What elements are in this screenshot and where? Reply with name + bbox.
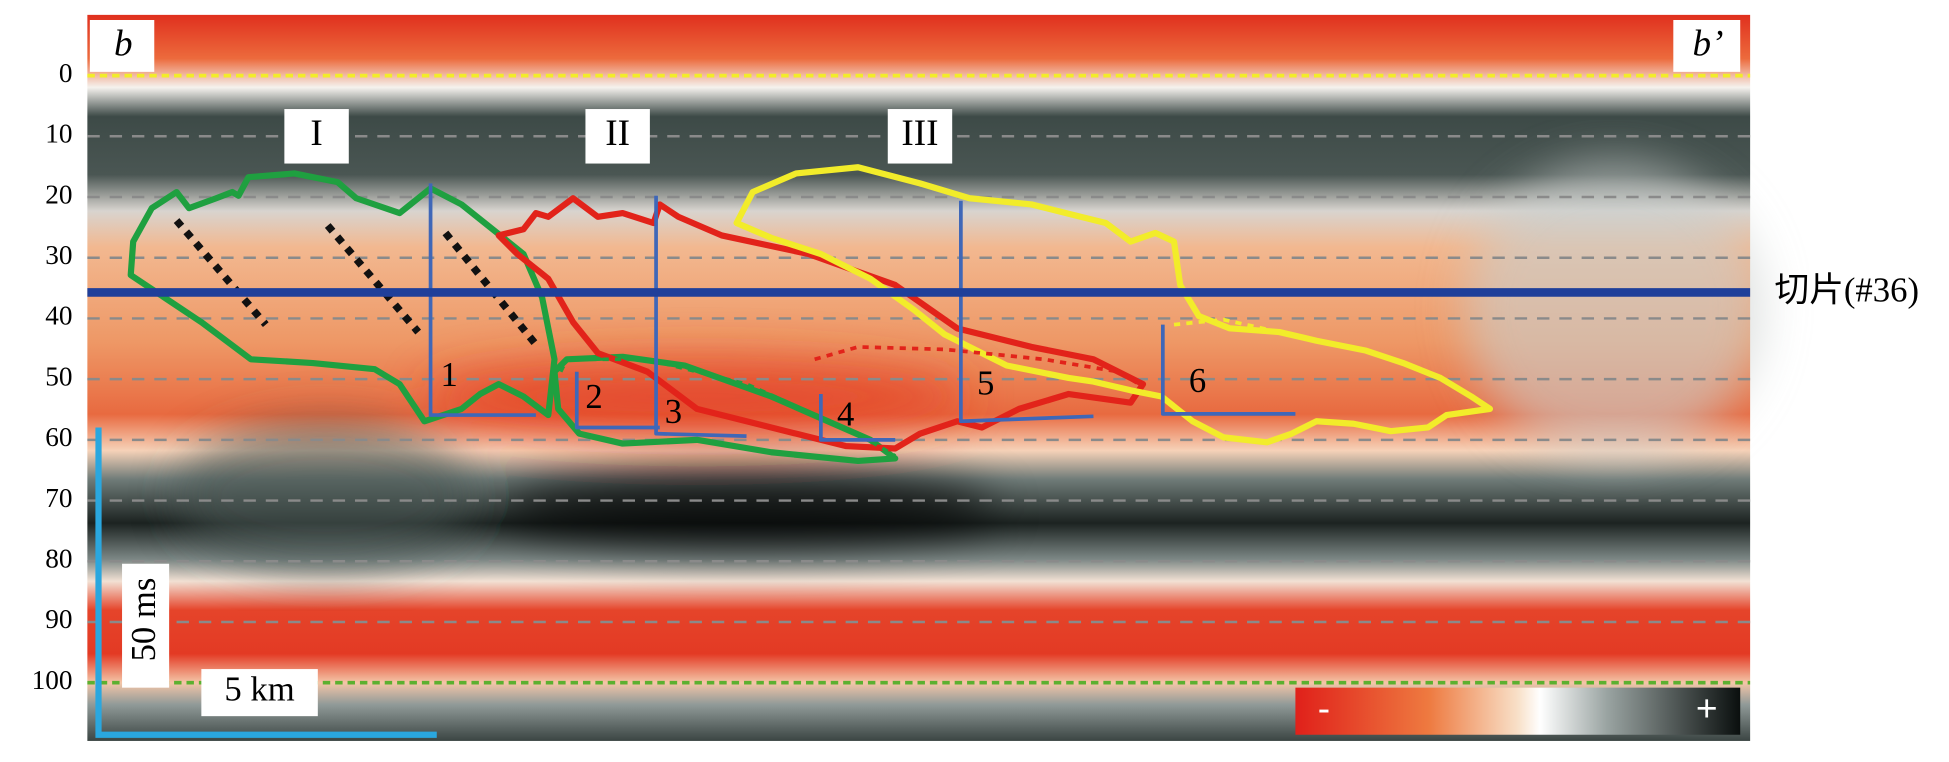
dark-patch [176,421,474,570]
dotted-outline [814,345,1144,389]
zone-label: I [310,113,322,154]
section-end-label: b’ [1693,24,1724,65]
label-box [122,563,170,688]
fault-label: 3 [665,392,682,431]
label-box [1673,19,1741,72]
zone-label: II [605,113,630,154]
y-tick-label: 20 [45,179,72,209]
fault-label: 2 [585,377,602,416]
colorbar-positive-label: + [1696,687,1718,729]
amplitude-variation [176,161,1763,570]
interpretation [127,164,1494,465]
fault-label: 6 [1189,361,1206,400]
y-tick-label: 70 [45,483,72,513]
dark-patch [498,470,995,546]
section-end-label: b [114,24,133,65]
dotted-outline [1173,317,1280,334]
label-box [585,109,650,164]
fault [574,371,660,430]
light-patch [1465,161,1763,459]
trend-lines [173,218,539,347]
label-box [284,109,349,164]
scale-bar [95,427,437,738]
fault [959,200,1094,424]
distance-scale-label: 5 km [224,670,294,709]
y-tick-label: 10 [45,119,72,149]
y-tick-label: 50 [45,361,72,391]
zone-labels: I II III [284,109,953,164]
fault-label: 1 [440,355,457,394]
fault [428,183,536,417]
slice-label: 切片(#36) [1775,271,1920,310]
y-tick-label: 40 [45,301,72,331]
zone-label: III [901,113,938,154]
label-box [201,669,318,717]
faults [428,183,1296,442]
fault [654,195,747,438]
label-box [887,109,953,164]
colorbar [1295,687,1741,735]
fault-label: 4 [837,395,854,434]
colorbar-negative-label: - [1318,687,1330,729]
fault-labels: 1 2 3 4 5 6 [440,355,1206,434]
y-tick-label: 80 [45,544,72,574]
zone-i-lower-outline [551,353,899,465]
y-tick-label: 30 [45,240,72,270]
y-tick-label: 90 [45,604,72,634]
fault [819,394,896,442]
fault-label: 5 [977,364,994,403]
fault [1160,324,1296,416]
zone-iii-outline [733,164,1494,446]
time-scale-label: 50 ms [124,578,163,662]
label-box [89,19,155,72]
dotted-outline [559,357,897,458]
y-tick-label: 0 [59,58,73,88]
y-tick-label: 100 [32,665,73,695]
trend-line [442,230,539,347]
grid [87,73,1751,685]
y-tick-label: 60 [45,422,72,452]
